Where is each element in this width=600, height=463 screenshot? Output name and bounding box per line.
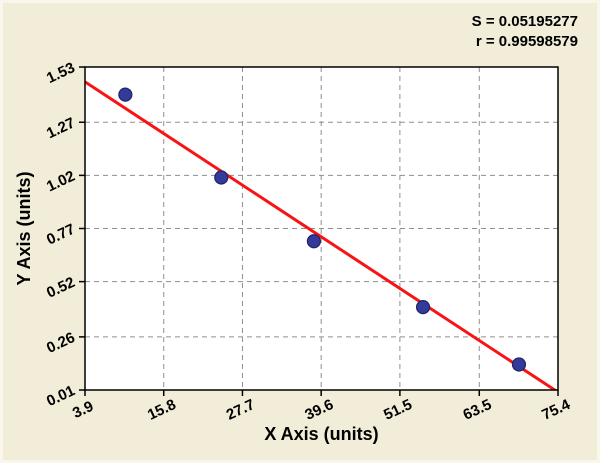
- s-value: S = 0.05195277: [471, 13, 578, 30]
- data-point: [415, 300, 431, 315]
- x-axis-title: X Axis (units): [264, 424, 378, 444]
- x-tick-label: 63.5: [461, 396, 495, 424]
- x-tick-label: 75.4: [539, 396, 573, 424]
- regression-line: [85, 80, 558, 390]
- fit-statistics: S = 0.05195277 r = 0.99598579: [472, 12, 578, 52]
- y-axis-title: Y Axis (units): [14, 171, 34, 285]
- data-point: [214, 170, 229, 185]
- x-tick-label: 51.5: [381, 396, 415, 424]
- y-tick-label: 0.52: [44, 274, 78, 302]
- y-tick-label: 1.53: [44, 59, 78, 87]
- y-tick-label: 1.02: [44, 168, 78, 196]
- x-tick-label: 27.7: [224, 396, 258, 424]
- y-tick-label: 1.27: [44, 114, 78, 142]
- y-tick-label: 0.77: [44, 221, 78, 249]
- y-tick-label: 0.26: [44, 329, 78, 357]
- x-tick-label: 3.9: [70, 398, 96, 422]
- x-tick-label: 15.8: [145, 396, 179, 424]
- x-tick-label: 39.6: [302, 396, 336, 424]
- data-point: [306, 234, 321, 249]
- r-value: r = 0.99598579: [475, 33, 578, 50]
- data-point: [511, 357, 527, 372]
- data-point: [118, 87, 133, 102]
